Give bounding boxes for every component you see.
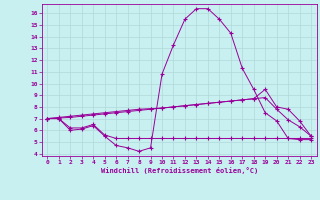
X-axis label: Windchill (Refroidissement éolien,°C): Windchill (Refroidissement éolien,°C)	[100, 167, 258, 174]
